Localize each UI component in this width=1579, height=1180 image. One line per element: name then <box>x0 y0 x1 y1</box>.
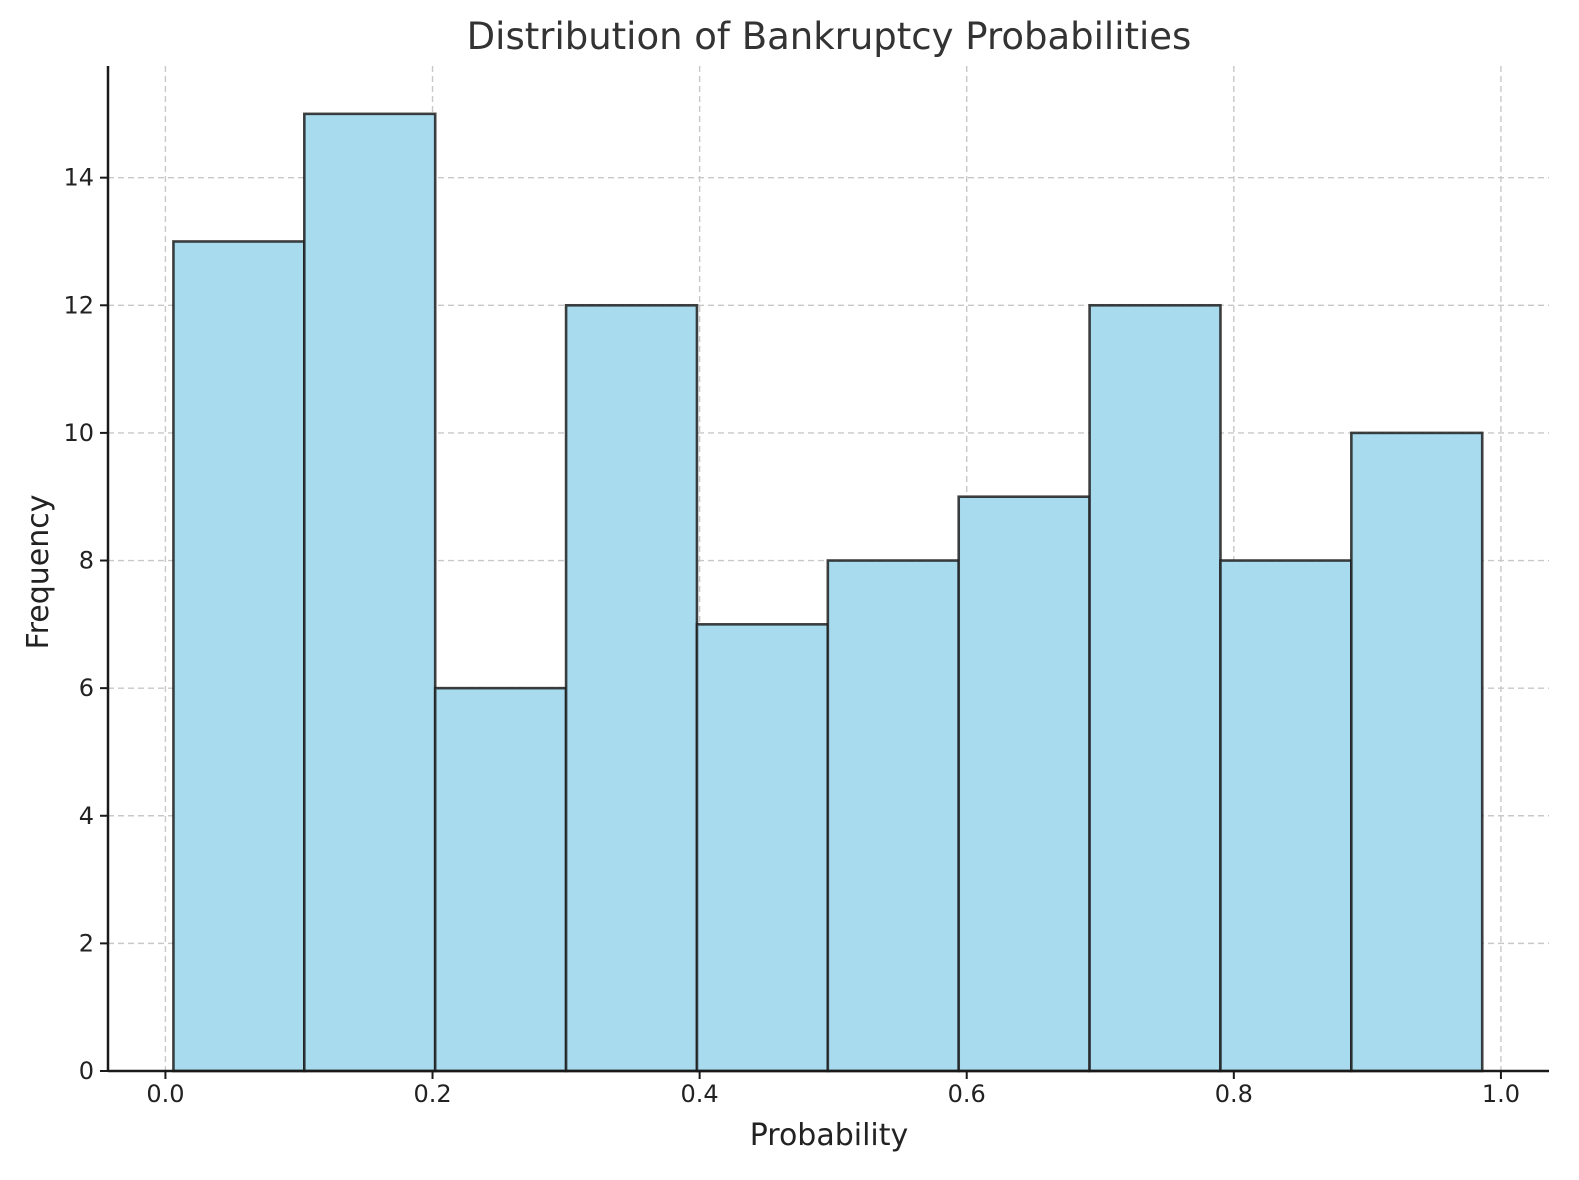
x-axis-label: Probability <box>750 1118 909 1153</box>
chart-title: Distribution of Bankruptcy Probabilities <box>467 15 1192 58</box>
x-tick-label: 0.2 <box>413 1080 451 1108</box>
y-tick-label: 10 <box>63 419 94 447</box>
y-tick-label: 8 <box>79 547 94 575</box>
x-tick-label: 0.6 <box>948 1080 986 1108</box>
x-tick-label: 0.4 <box>681 1080 719 1108</box>
histogram-bar <box>303 112 437 1073</box>
axes-layer <box>106 66 1549 1073</box>
y-tick-label: 12 <box>63 291 94 319</box>
y-tick-label: 6 <box>79 674 94 702</box>
y-tick-label: 4 <box>79 802 94 830</box>
histogram-bar <box>826 559 961 1073</box>
histogram-bar <box>172 240 306 1073</box>
y-tick-label: 14 <box>63 164 94 192</box>
y-axis-label: Frequency <box>21 495 56 650</box>
x-tick-label: 0.8 <box>1215 1080 1253 1108</box>
histogram-bar <box>433 686 568 1073</box>
histogram-bar <box>1350 431 1484 1073</box>
x-tick-label: 0.0 <box>146 1080 184 1108</box>
histogram-bar <box>957 495 1091 1073</box>
histogram-bar <box>1219 559 1353 1073</box>
bars-layer <box>172 112 1484 1073</box>
histogram-bar <box>1088 303 1222 1073</box>
histogram-bar <box>564 303 699 1073</box>
y-tick-label: 0 <box>79 1057 94 1085</box>
y-tick-label: 2 <box>79 929 94 957</box>
ticks-layer: 0.0 0.2 0.4 0.6 0.8 1.0 0 2 4 6 8 10 12 14 <box>63 164 1520 1108</box>
histogram-bar <box>695 623 830 1073</box>
x-tick-label: 1.0 <box>1482 1080 1520 1108</box>
